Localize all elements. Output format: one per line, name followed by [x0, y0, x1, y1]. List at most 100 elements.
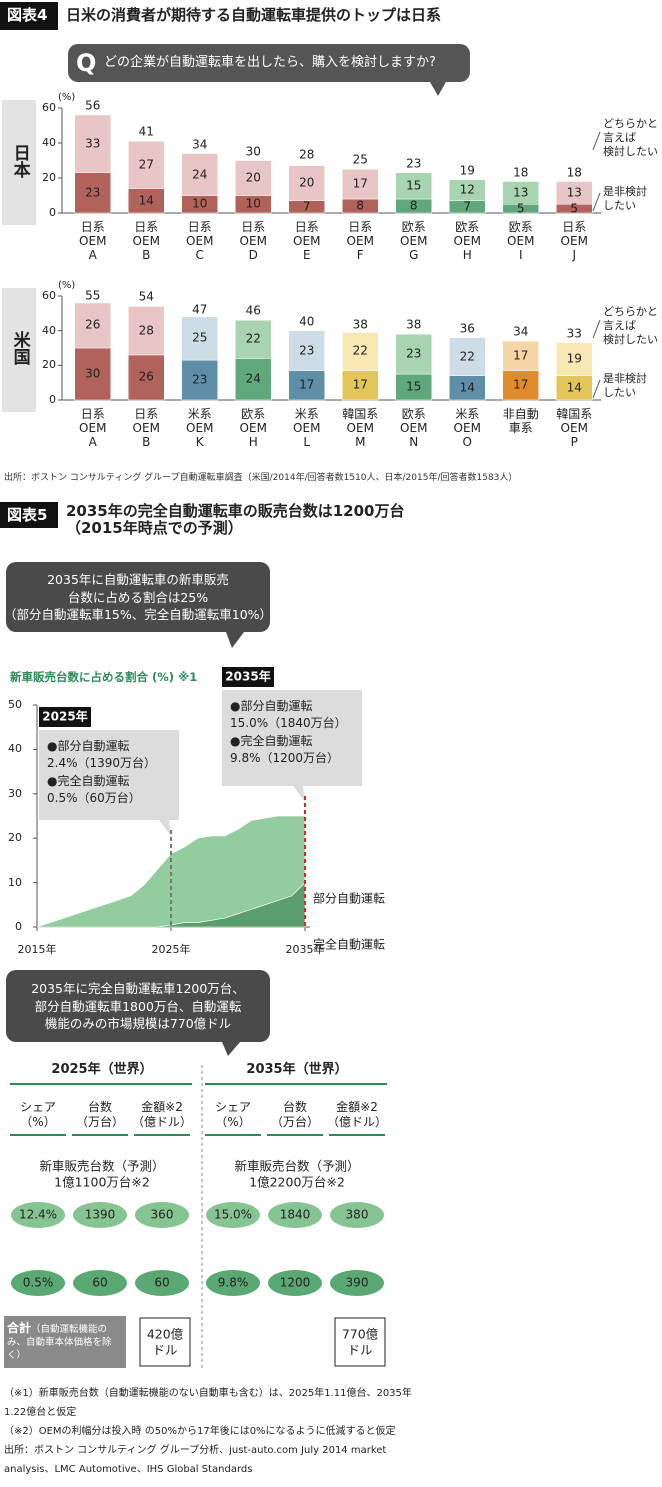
x-tick-label: 2015年 [17, 943, 57, 957]
side-panel [2, 100, 36, 225]
bar-value: 14 [566, 380, 582, 395]
bar-segment [235, 320, 272, 359]
total-label: 23 [406, 156, 422, 171]
question-mark: Q [76, 49, 97, 77]
year-badge [39, 707, 91, 727]
bar-value: 7 [463, 199, 472, 214]
total-value: 420億 ドル [146, 1326, 184, 1357]
bar-value: 33 [85, 136, 101, 151]
bar-segment [502, 181, 539, 205]
cell-value: 390 [345, 1275, 369, 1290]
legend-label: 是非検討 したい [603, 185, 647, 212]
cell-value: 380 [345, 1207, 369, 1222]
bar-value: 15 [406, 178, 422, 193]
panel-subtitle: 新車販売台数（予測） 1億2200万台※2 [234, 1158, 360, 1189]
legend-label: 是非検討 したい [603, 372, 647, 399]
cell-oval [73, 1270, 127, 1296]
note: （※2）OEMの利幅分は投入時 の50%から17年後には0%になるように低減する… [4, 1426, 396, 1437]
x-tick-label: 米系 OEM K [186, 407, 214, 449]
x-tick-label: 韓国系 OEM M [342, 407, 379, 449]
total-label: 41 [138, 124, 154, 139]
panel-subtitle: 新車販売台数（予測） 1億1100万台※2 [39, 1158, 165, 1189]
bar-value: 5 [570, 201, 579, 216]
y-tick-label: 50 [8, 698, 22, 712]
cell-oval [135, 1270, 189, 1296]
bar-segment [74, 347, 111, 401]
column-header: 台数 （万台） [270, 1100, 320, 1129]
x-tick-label: 日系 OEM D [239, 220, 267, 262]
x-tick-label: 日系 OEM A [79, 220, 107, 262]
bar-segment [502, 370, 539, 401]
bar-segment [449, 179, 486, 201]
series-label: 完全自動運転 [313, 937, 386, 952]
bar-segment [235, 160, 272, 196]
cell-oval [268, 1202, 322, 1228]
x-tick-label: 2025年 [151, 943, 191, 957]
bar-value: 22 [245, 331, 261, 346]
total-label: 47 [192, 302, 208, 317]
bar-value: 17 [513, 348, 529, 363]
total-label: 38 [406, 317, 422, 332]
total-label: 40 [299, 314, 315, 329]
cell-value: 0.5% [22, 1275, 54, 1290]
total-label: 55 [85, 288, 101, 303]
y-tick-label: 0 [49, 206, 56, 220]
total-label: 46 [245, 303, 261, 318]
x-tick-label: 日系 OEM A [79, 407, 107, 449]
x-tick-label: 日系 OEM F [346, 220, 374, 262]
x-tick-label: 日系 OEM C [186, 220, 214, 262]
bar-value: 26 [138, 369, 154, 384]
annotation-box [39, 730, 179, 820]
cell-oval [73, 1202, 127, 1228]
column-header: 台数 （万台） [75, 1100, 125, 1129]
bar-value: 28 [138, 323, 154, 338]
year-badge-label: 2025年 [42, 709, 88, 724]
total-label: 18 [566, 165, 582, 179]
bar-segment [502, 340, 539, 371]
bar-value: 13 [513, 185, 529, 200]
bar-segment [128, 141, 165, 189]
column-header: シェア （%） [214, 1100, 252, 1129]
year-badge [222, 667, 274, 687]
bar-value: 17 [299, 377, 315, 392]
bar-value: 22 [352, 343, 368, 358]
y-tick-label: 20 [42, 358, 56, 372]
bar-value: 10 [192, 196, 208, 211]
bar-value: 22 [459, 349, 475, 364]
annotation-tail [159, 820, 171, 836]
x-tick-label: 欧系 OEM I [507, 220, 535, 262]
cell-value: 60 [154, 1275, 170, 1290]
y-tick-label: 60 [42, 289, 56, 303]
legend-label: どちらかと 言えば 検討したい [603, 117, 658, 158]
x-tick-label: 非自動 車系 [502, 407, 539, 435]
annotation-tail [293, 786, 305, 802]
bar-value: 8 [356, 198, 365, 213]
total-note: （自動運転機能のみ、自動車本体価格を除く） [7, 1324, 112, 1361]
y-tick-label: 10 [8, 875, 22, 889]
leader-line [592, 379, 601, 399]
total-box [139, 1317, 191, 1367]
y-tick-label: 20 [8, 831, 22, 845]
bar-value: 23 [406, 346, 422, 361]
leader-line [592, 131, 601, 151]
bar-value: 13 [566, 185, 582, 200]
bar-value: 17 [513, 377, 529, 392]
y-tick-label: 0 [15, 920, 22, 934]
figure-title: 2035年の完全自動運転車の販売台数は1200万台 （2015年時点での予測） [66, 502, 405, 538]
panel-title: 2025年（世界） [51, 1061, 153, 1077]
bar-value: 20 [299, 175, 315, 190]
bar-value: 20 [245, 170, 261, 185]
bar-value: 17 [352, 377, 368, 392]
leader-line [592, 192, 601, 212]
cell-value: 1840 [279, 1207, 311, 1222]
x-tick-label: 欧系 OEM H [239, 407, 267, 449]
y-tick-label: 40 [42, 136, 56, 150]
bar-value: 7 [302, 199, 311, 214]
cell-oval [206, 1202, 260, 1228]
bar-segment [556, 342, 593, 376]
bar-segment [395, 333, 432, 375]
cell-oval [330, 1202, 384, 1228]
bar-value: 24 [245, 371, 261, 386]
callout [6, 970, 270, 1042]
